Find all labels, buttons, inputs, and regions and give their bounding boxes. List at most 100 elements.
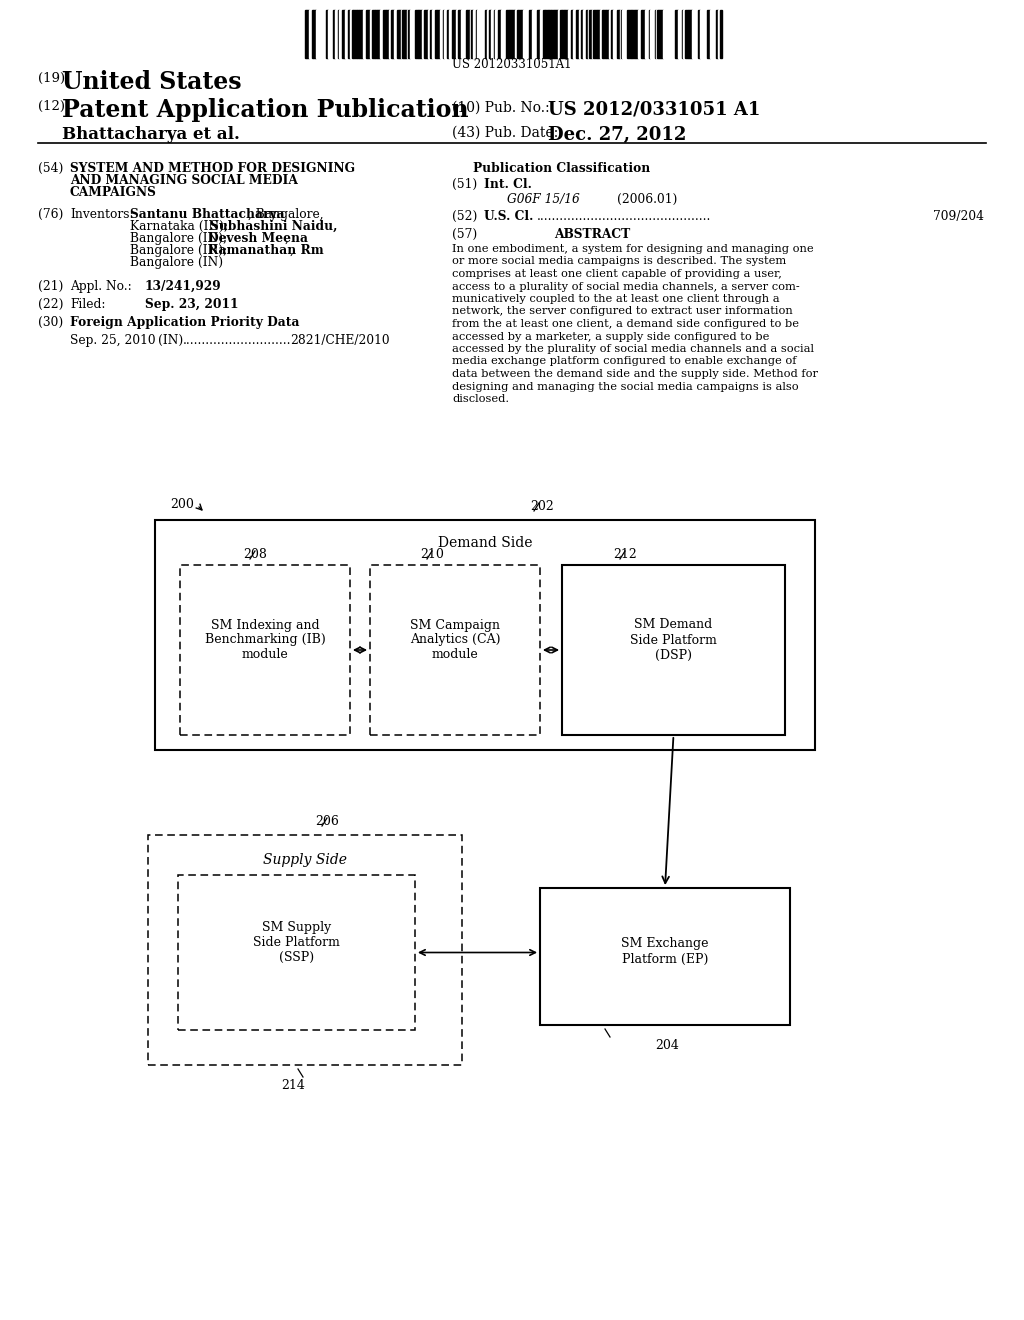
Bar [603, 11, 606, 58]
Bar [573, 11, 575, 58]
Text: Santanu Bhattacharya: Santanu Bhattacharya [130, 209, 285, 220]
Bar [597, 11, 598, 58]
Text: (57): (57) [452, 228, 477, 242]
Bar [408, 11, 409, 58]
Text: Sep. 23, 2011: Sep. 23, 2011 [145, 298, 239, 312]
Text: , Bangalore,: , Bangalore, [248, 209, 324, 220]
Bar [602, 11, 603, 58]
Bar [378, 11, 379, 58]
Text: Int. Cl.: Int. Cl. [484, 178, 531, 191]
Bar [568, 11, 571, 58]
Bar [628, 11, 631, 58]
Text: 2821/CHE/2010: 2821/CHE/2010 [290, 334, 389, 347]
Text: data between the demand side and the supply side. Method for: data between the demand side and the sup… [452, 370, 818, 379]
Text: (21): (21) [38, 280, 63, 293]
Bar [352, 11, 353, 58]
Bar [511, 11, 512, 58]
Text: Bangalore (IN): Bangalore (IN) [130, 256, 223, 269]
Bar [388, 11, 391, 58]
Bar [510, 11, 511, 58]
Bar [682, 11, 683, 58]
Bar [309, 11, 310, 58]
Bar [650, 11, 651, 58]
Bar [690, 11, 691, 58]
Bar [640, 11, 642, 58]
Text: SM Exchange
Platform (EP): SM Exchange Platform (EP) [622, 937, 709, 965]
Text: AND MANAGING SOCIAL MEDIA: AND MANAGING SOCIAL MEDIA [70, 174, 298, 187]
Bar [310, 11, 311, 58]
Text: ............................: ............................ [183, 334, 292, 347]
Bar [353, 11, 356, 58]
Bar [496, 11, 498, 58]
Bar [485, 11, 486, 58]
Text: (12): (12) [38, 100, 65, 114]
Bar [335, 11, 338, 58]
Bar [415, 11, 418, 58]
Bar [581, 11, 583, 58]
Text: Sep. 25, 2010: Sep. 25, 2010 [70, 334, 156, 347]
Text: Inventors:: Inventors: [70, 209, 133, 220]
Bar [328, 11, 331, 58]
Bar [327, 11, 328, 58]
Bar [486, 11, 487, 58]
Bar [396, 11, 397, 58]
Bar [428, 11, 430, 58]
Bar [338, 11, 339, 58]
Bar [370, 11, 371, 58]
Text: (30): (30) [38, 315, 63, 329]
Bar [713, 11, 714, 58]
Bar [600, 11, 602, 58]
Bar [410, 11, 411, 58]
Bar [540, 888, 790, 1026]
Bar [678, 11, 679, 58]
Bar [446, 11, 450, 58]
Bar [697, 11, 699, 58]
Text: 709/204: 709/204 [933, 210, 984, 223]
Bar [707, 11, 710, 58]
Bar [464, 11, 466, 58]
Bar [592, 11, 593, 58]
Bar [551, 11, 554, 58]
Bar [424, 11, 427, 58]
Bar [392, 11, 393, 58]
Bar [437, 11, 440, 58]
Text: 208: 208 [243, 548, 267, 561]
Bar [593, 11, 597, 58]
Bar [305, 11, 306, 58]
Bar [155, 520, 815, 750]
Bar [660, 11, 662, 58]
Text: 202: 202 [530, 500, 554, 513]
Bar [688, 11, 689, 58]
Bar [498, 11, 500, 58]
Text: 200: 200 [170, 498, 194, 511]
Bar [367, 11, 368, 58]
Bar [720, 11, 722, 58]
Bar [621, 11, 622, 58]
Bar [559, 11, 560, 58]
Bar [618, 11, 620, 58]
Bar [315, 11, 316, 58]
Text: Patent Application Publication: Patent Application Publication [62, 98, 469, 121]
Bar [624, 11, 627, 58]
Text: Ramanathan Rm: Ramanathan Rm [208, 244, 324, 257]
Bar [475, 11, 476, 58]
Bar [620, 11, 621, 58]
Text: CAMPAIGNS: CAMPAIGNS [70, 186, 157, 199]
Text: Publication Classification: Publication Classification [473, 162, 650, 176]
Bar [679, 11, 682, 58]
Text: 210: 210 [420, 548, 443, 561]
Text: Supply Side: Supply Side [263, 853, 347, 867]
Text: (76): (76) [38, 209, 63, 220]
Bar [376, 11, 377, 58]
Text: Bangalore (IN);: Bangalore (IN); [130, 232, 231, 246]
Bar [324, 11, 326, 58]
Bar [453, 11, 456, 58]
Bar [610, 11, 613, 58]
Bar [404, 11, 406, 58]
Bar [705, 11, 707, 58]
Text: (51): (51) [452, 178, 477, 191]
Bar [710, 11, 711, 58]
Bar [470, 11, 471, 58]
Bar [459, 11, 461, 58]
Bar [490, 11, 494, 58]
